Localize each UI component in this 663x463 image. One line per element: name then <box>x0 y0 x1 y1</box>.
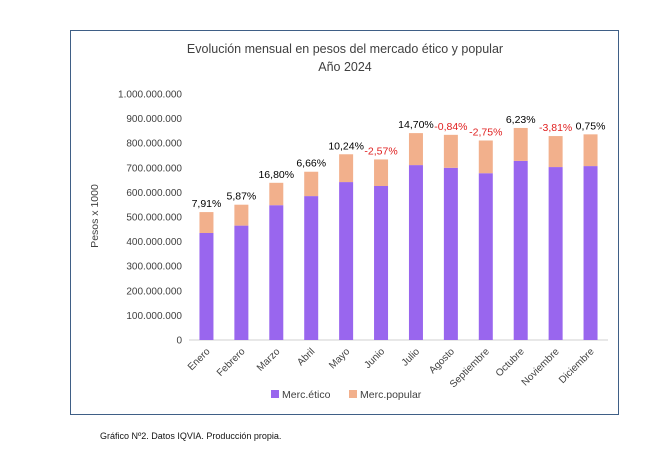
bar-segment-popular <box>408 133 423 166</box>
figure-caption: Gráfico Nº2. Datos IQVIA. Producción pro… <box>100 431 282 441</box>
chart-title: Evolución mensual en pesos del mercado é… <box>187 42 503 56</box>
legend-swatch <box>349 390 357 398</box>
bar-segment-popular <box>339 154 354 183</box>
legend-label: Merc.popular <box>360 389 422 401</box>
bar-segment-popular <box>199 212 214 233</box>
data-label: 10,24% <box>328 140 364 152</box>
x-tick-label: Febrero <box>215 346 248 379</box>
bar-segment-etico <box>408 165 423 340</box>
bar-segment-popular <box>583 134 598 167</box>
y-tick-label: 700.000.000 <box>126 163 182 174</box>
legend-label: Merc.ético <box>282 389 331 401</box>
bar-segment-etico <box>234 225 249 340</box>
bar-segment-popular <box>513 127 528 161</box>
x-tick-label: Junio <box>362 346 387 371</box>
y-tick-label: 400.000.000 <box>126 237 182 248</box>
data-label: 14,70% <box>398 119 434 131</box>
y-tick-label: 0 <box>176 336 182 347</box>
y-axis-label: Pesos x 1000 <box>89 184 101 248</box>
bar-segment-etico <box>513 160 528 340</box>
y-tick-label: 900.000.000 <box>126 114 182 125</box>
x-tick-label: Agosto <box>427 346 457 376</box>
data-label: -2,75% <box>469 126 502 138</box>
y-axis: 0 100.000.000 200.000.000 300.000.000 400.00… <box>118 90 608 347</box>
bar-segment-etico <box>339 182 354 340</box>
bar-segment-etico <box>304 196 319 340</box>
bar-segment-popular <box>374 159 389 187</box>
y-tick-label: 800.000.000 <box>126 139 182 150</box>
data-labels: 7,91%5,87%16,80%6,66%10,24% -2,57%14,70% -… <box>192 114 606 210</box>
x-tick-label: Julio <box>400 346 423 369</box>
y-tick-label: 200.000.000 <box>126 286 182 297</box>
chart-subtitle: Año 2024 <box>318 60 372 74</box>
y-tick-label: 600.000.000 <box>126 188 182 199</box>
y-tick-label: 300.000.000 <box>126 262 182 273</box>
data-label: -2,57% <box>364 145 397 157</box>
x-tick-label: Octubre <box>494 346 527 379</box>
bar-segment-etico <box>374 186 389 340</box>
bar-segment-etico <box>548 167 563 340</box>
legend-swatch <box>271 390 279 398</box>
bar-segment-etico <box>199 232 214 340</box>
y-tick-label: 1.000.000.000 <box>118 90 182 101</box>
chart-frame: Evolución mensual en pesos del mercado é… <box>70 30 619 415</box>
bar-segment-popular <box>548 136 563 168</box>
bar-segment-etico <box>269 205 284 340</box>
bar-segment-etico <box>443 167 458 340</box>
bar-segment-popular <box>234 204 249 226</box>
data-label: 6,23% <box>506 114 536 126</box>
data-label: -0,84% <box>434 121 467 133</box>
y-tick-label: 100.000.000 <box>126 311 182 322</box>
y-tick-label: 500.000.000 <box>126 213 182 224</box>
bar-segment-etico <box>583 166 598 340</box>
bars <box>199 127 598 340</box>
data-label: 5,87% <box>226 191 256 203</box>
data-label: 6,66% <box>296 158 326 170</box>
bar-segment-popular <box>269 182 284 206</box>
bar-segment-etico <box>478 173 493 340</box>
data-label: 7,91% <box>192 198 222 210</box>
data-label: 16,80% <box>258 169 294 181</box>
x-tick-label: Diciembre <box>557 346 597 386</box>
bar-segment-popular <box>304 171 319 197</box>
bar-segment-popular <box>478 140 493 174</box>
data-label: -3,81% <box>539 122 572 134</box>
x-tick-label: Enero <box>186 346 213 373</box>
x-axis: Enero Febrero Marzo Abril Mayo Junio Julio Agos… <box>186 346 597 390</box>
x-tick-label: Abril <box>295 346 317 368</box>
x-tick-label: Mayo <box>327 346 352 371</box>
x-tick-label: Noviembre <box>520 346 562 388</box>
data-label: 0,75% <box>576 120 606 132</box>
legend: Merc.ético Merc.popular <box>271 389 422 401</box>
bar-segment-popular <box>443 134 458 168</box>
x-tick-label: Marzo <box>255 346 283 374</box>
chart-svg: Evolución mensual en pesos del mercado é… <box>89 42 608 401</box>
